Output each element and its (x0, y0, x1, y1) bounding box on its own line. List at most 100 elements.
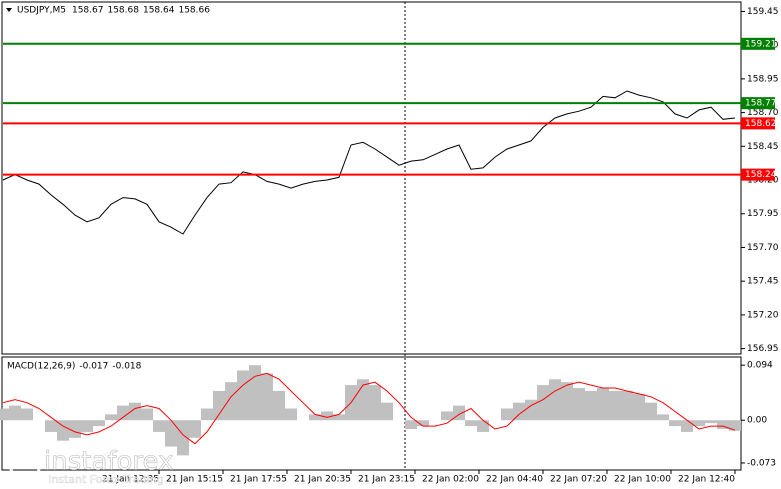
histogram-bar (45, 420, 57, 432)
x-tick-label: 22 Jan 12:40 (678, 475, 735, 485)
header-value: 158.64 (143, 6, 175, 16)
histogram-bar (729, 420, 741, 431)
histogram-bar (141, 408, 153, 421)
y-tick-label: 157.20 (747, 310, 779, 320)
x-tick-label: 22 Jan 10:00 (614, 475, 671, 485)
y-tick-label: 0.094 (747, 361, 773, 371)
histogram-bar (561, 382, 573, 421)
price-line (2, 90, 736, 235)
signal-line (2, 372, 736, 445)
histogram-bar (285, 408, 297, 421)
menu-arrow (6, 8, 12, 12)
histogram-bar (69, 420, 81, 438)
y-tick-label: 158.70 (747, 108, 779, 118)
level-label: 158.62 (745, 119, 777, 129)
x-tick-label: 22 Jan 02:00 (422, 475, 479, 485)
histogram-bar (681, 420, 693, 432)
y-tick-label: 156.95 (747, 344, 779, 354)
logo: instaforex Instant Forex Trading (8, 446, 174, 486)
histogram-bar (9, 405, 21, 421)
logo-name: instaforex (44, 447, 173, 477)
histogram-bar (693, 420, 705, 427)
histogram-bar (417, 420, 429, 427)
histogram-bar (261, 373, 273, 421)
y-tick-label: 158.95 (747, 74, 779, 84)
histogram-bar (477, 420, 489, 432)
x-tick-label: 21 Jan 23:15 (358, 475, 415, 485)
histogram-bar (0, 408, 9, 421)
level-label: 158.24 (745, 170, 777, 180)
histogram-bar (633, 393, 645, 421)
histogram-bar (405, 420, 417, 430)
histogram-bar (381, 402, 393, 421)
level-label-box (741, 168, 775, 181)
histogram-bar (57, 420, 69, 441)
x-tick-label: 21 Jan 17:55 (230, 475, 287, 485)
histogram-bar (189, 420, 201, 438)
histogram-bar (537, 385, 549, 421)
header-value: 158.66 (178, 6, 210, 16)
histogram-bar (153, 420, 165, 432)
histogram-bar (513, 402, 525, 421)
histogram-bar (225, 382, 237, 421)
histogram-bar (573, 388, 585, 421)
y-tick-label: -0.073 (747, 458, 776, 468)
x-tick-label: 22 Jan 04:40 (486, 475, 543, 485)
histogram-bar (309, 414, 321, 421)
price-panel (1, 1, 742, 355)
level-label-box (741, 97, 775, 110)
histogram-bar (201, 408, 213, 421)
histogram-bar (333, 414, 345, 421)
histogram-bar (321, 411, 333, 421)
histogram-bar (597, 388, 609, 421)
y-tick-label: 157.70 (747, 243, 779, 253)
histogram-bar (369, 385, 381, 421)
histogram-bar (177, 420, 189, 456)
histogram-bar (525, 399, 537, 421)
x-tick-label: 21 Jan 15:15 (166, 475, 223, 485)
histogram-bar (21, 408, 33, 421)
histogram-bar (213, 390, 225, 421)
y-tick-label: 157.45 (747, 277, 779, 287)
y-tick-label: 0.00 (747, 416, 767, 426)
header-value: 158.68 (107, 6, 139, 16)
x-tick-label: 21 Jan 20:35 (294, 475, 351, 485)
histogram-bar (705, 420, 717, 424)
histogram-bar (237, 370, 249, 421)
x-tick-label: 22 Jan 07:20 (550, 475, 607, 485)
histogram-bar (117, 405, 129, 421)
histogram-bar (645, 402, 657, 421)
histogram-bar (669, 420, 681, 427)
histogram-bar (717, 420, 729, 430)
histogram-bar (93, 420, 105, 427)
histogram-bar (549, 379, 561, 421)
level-label: 159.21 (745, 39, 777, 49)
header-value: -0.018 (112, 362, 141, 372)
level-label: 158.77 (745, 99, 777, 109)
histogram-bar (273, 390, 285, 421)
histogram-bar (609, 390, 621, 421)
y-tick-label: 157.95 (747, 209, 779, 219)
histogram-bar (465, 420, 477, 427)
x-tick-label: 21 Jan 12:35 (102, 475, 159, 485)
histogram-bar (129, 402, 141, 421)
y-tick-label: 159.45 (747, 7, 779, 17)
histogram-bar (657, 414, 669, 421)
histogram-bar (81, 420, 93, 432)
histogram-bar (585, 390, 597, 421)
level-label-box (741, 117, 775, 130)
histogram-bar (621, 390, 633, 421)
header-value: -0.017 (79, 362, 108, 372)
logo-icon (8, 447, 42, 481)
histogram-bar (249, 365, 261, 421)
indicator-name: MACD(12,26,9) (7, 362, 75, 372)
histogram-bar (441, 411, 453, 421)
histogram-bar (105, 414, 117, 421)
y-tick-label: 158.45 (747, 142, 779, 152)
logo-tagline: Instant Forex Trading (48, 473, 164, 486)
histogram-bar (501, 408, 513, 421)
histogram-bar (165, 420, 177, 447)
symbol: USDJPY,M5 (17, 6, 66, 16)
